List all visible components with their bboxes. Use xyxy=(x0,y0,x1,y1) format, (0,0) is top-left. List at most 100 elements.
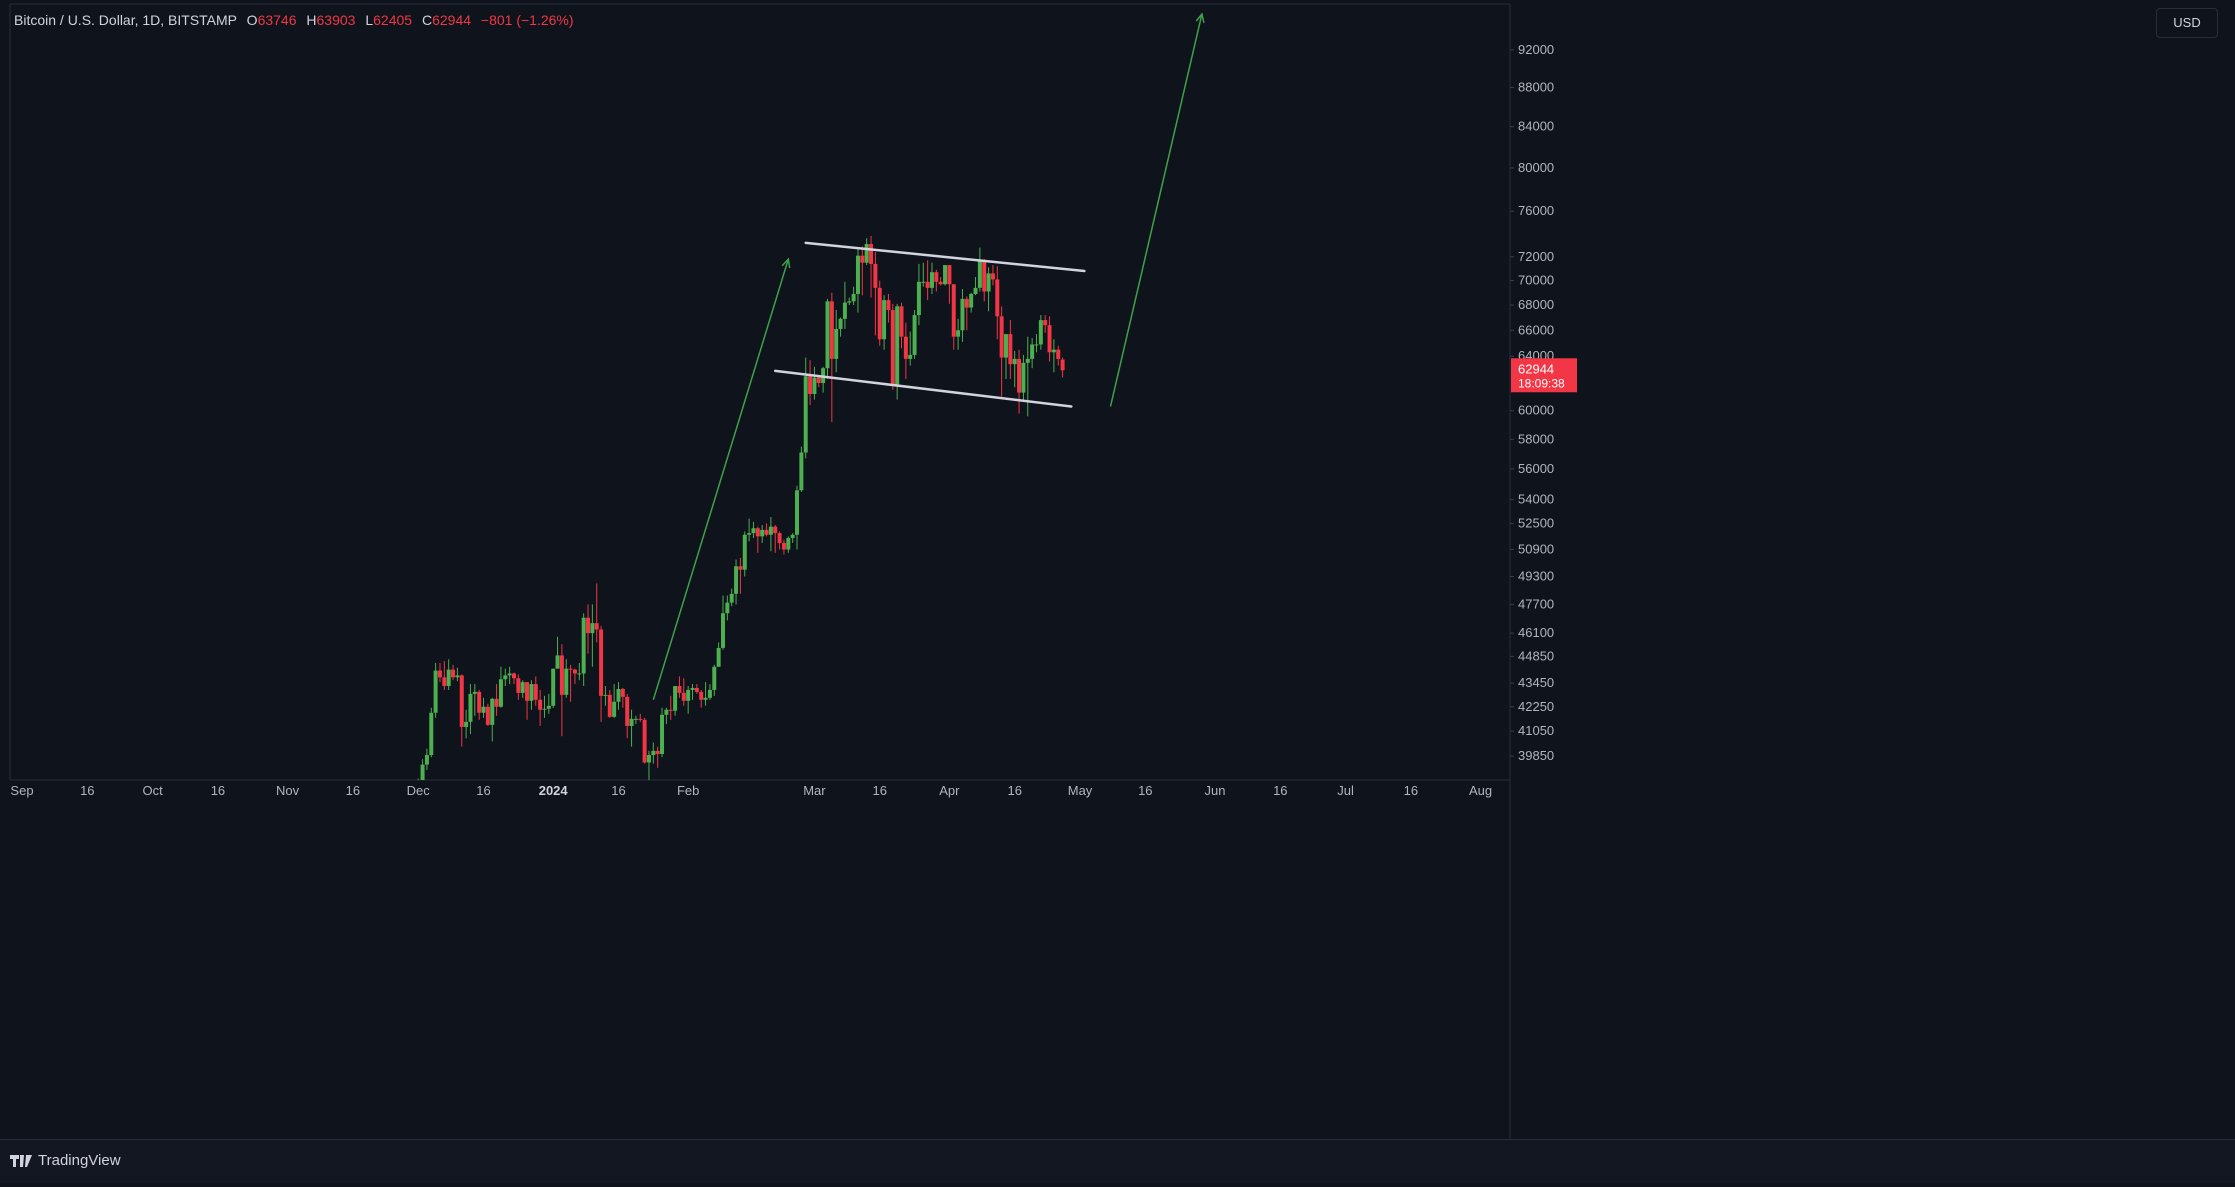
candle-body xyxy=(642,719,647,763)
candle-body xyxy=(847,301,852,303)
candle-body xyxy=(551,668,556,706)
candle-body xyxy=(795,490,800,535)
low-value: 62405 xyxy=(373,12,413,28)
candle-body xyxy=(916,281,921,316)
candle-body xyxy=(468,693,473,722)
close-label: C xyxy=(421,12,433,28)
candle-body xyxy=(729,593,734,603)
plot-background xyxy=(0,0,2235,1139)
symbol-header: Bitcoin / U.S. Dollar, 1D, BITSTAMP O637… xyxy=(14,12,574,28)
x-tick-label: Dec xyxy=(407,783,431,798)
candle-body xyxy=(464,721,469,727)
candle-body xyxy=(564,668,569,695)
currency-button[interactable]: USD xyxy=(2156,8,2218,38)
candle-body xyxy=(964,298,969,308)
x-tick-label: Nov xyxy=(276,783,300,798)
candle-body xyxy=(816,377,821,384)
x-tick-label: Oct xyxy=(143,783,164,798)
candle-body xyxy=(651,750,656,756)
trend-arrow-1-head xyxy=(781,257,791,269)
y-tick-label: 43450 xyxy=(1518,675,1554,690)
candle-body xyxy=(851,293,856,302)
symbol-title: Bitcoin / U.S. Dollar, 1D, BITSTAMP xyxy=(14,12,237,28)
last-price-badge xyxy=(1511,358,1577,393)
x-tick-label: 16 xyxy=(1404,783,1418,798)
channel-lower-line xyxy=(773,369,1073,408)
candle-body xyxy=(725,602,730,614)
candle-body xyxy=(1060,359,1065,371)
candle-body xyxy=(546,705,551,709)
y-tick-label: 46100 xyxy=(1518,625,1554,640)
channel-upper-line xyxy=(804,241,1086,273)
candle-body xyxy=(716,647,721,667)
y-tick-label: 50900 xyxy=(1518,542,1554,557)
open-label: O xyxy=(246,12,258,28)
y-tick-label: 47700 xyxy=(1518,596,1554,611)
candle-body xyxy=(694,687,699,692)
candle-body xyxy=(590,623,595,634)
candle-body xyxy=(786,538,791,550)
x-tick-label: Feb xyxy=(677,783,699,798)
y-tick-label: 39850 xyxy=(1518,748,1554,763)
candle-body xyxy=(572,669,577,674)
candle-body xyxy=(612,701,617,717)
candle-body xyxy=(451,669,456,678)
footer-bar: TradingView xyxy=(0,1139,2235,1183)
trend-arrow-2-head xyxy=(1195,12,1205,23)
y-tick-label: 80000 xyxy=(1518,160,1554,175)
y-tick-label: 52500 xyxy=(1518,515,1554,530)
candle-body xyxy=(699,691,704,700)
candle-body xyxy=(433,670,438,713)
y-tick-label: 56000 xyxy=(1518,461,1554,476)
candle-body xyxy=(1038,320,1043,345)
candle-body xyxy=(607,694,612,717)
candle-body xyxy=(1056,349,1061,359)
candle-body xyxy=(938,281,943,285)
x-tick-label: 16 xyxy=(476,783,490,798)
high-value: 63903 xyxy=(316,12,356,28)
candle-body xyxy=(616,688,621,702)
candle-body xyxy=(886,300,891,311)
candle-body xyxy=(738,566,743,570)
candle-body xyxy=(459,675,464,727)
candle-body xyxy=(877,287,882,340)
candle-body xyxy=(646,755,651,763)
y-tick-label: 76000 xyxy=(1518,203,1554,218)
candle-body xyxy=(864,244,869,263)
candle-body xyxy=(533,684,538,700)
candle-body xyxy=(860,255,865,263)
candle-body xyxy=(760,529,765,537)
candle-body xyxy=(437,670,442,678)
x-tick-label: 16 xyxy=(1007,783,1021,798)
y-tick-label: 70000 xyxy=(1518,273,1554,288)
candle-body xyxy=(512,673,516,679)
candle-body xyxy=(677,686,682,693)
x-tick-label: Sep xyxy=(10,783,33,798)
candle-body xyxy=(681,692,686,701)
candle-body xyxy=(799,452,804,491)
candle-body xyxy=(477,691,482,713)
candle-body xyxy=(673,686,678,711)
close-value: 62944 xyxy=(432,12,472,28)
candle-body xyxy=(960,298,965,331)
candle-body xyxy=(734,566,739,594)
y-tick-label: 49300 xyxy=(1518,569,1554,584)
candle-body xyxy=(742,534,747,570)
candle-body xyxy=(1025,358,1030,363)
candle-body xyxy=(442,677,447,687)
candle-body xyxy=(1008,334,1013,365)
candle-body xyxy=(1030,344,1035,359)
x-tick-label: 16 xyxy=(211,783,225,798)
tradingview-logo[interactable]: TradingView xyxy=(10,1152,121,1169)
candle-body xyxy=(869,244,874,264)
candle-body xyxy=(625,696,630,726)
candle-body xyxy=(825,301,830,369)
y-tick-label: 66000 xyxy=(1518,322,1554,337)
candle-body xyxy=(943,265,948,285)
candle-body xyxy=(664,709,669,715)
candle-body xyxy=(542,708,547,710)
candle-body xyxy=(420,764,425,780)
trend-arrow-1 xyxy=(652,258,790,701)
